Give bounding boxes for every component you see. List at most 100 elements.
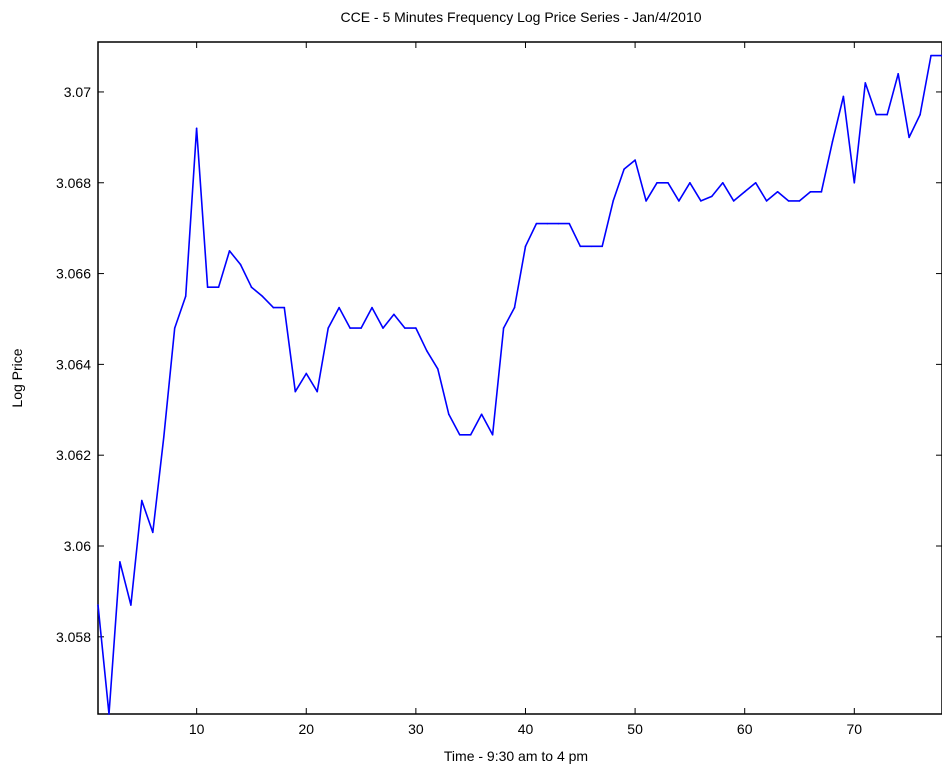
data-point — [141, 499, 143, 502]
data-point — [130, 604, 132, 606]
data-point — [513, 306, 516, 309]
data-point — [568, 222, 571, 225]
data-point — [897, 72, 899, 75]
data-point — [919, 113, 921, 116]
data-point — [721, 181, 724, 184]
series-line — [97, 54, 942, 715]
data-point — [502, 327, 505, 329]
data-point — [645, 200, 647, 202]
data-point — [272, 306, 275, 309]
data-point — [108, 713, 110, 715]
y-axis: 3.058 3.06 3.062 3.064 3.066 3.068 3.07 — [56, 84, 942, 645]
data-point — [579, 245, 582, 248]
data-point — [228, 250, 231, 252]
plot-area: 10 20 30 40 50 60 70 3.0583.063.0623.0643.0663… — [56, 41, 942, 737]
data-point — [765, 200, 768, 202]
y-tick-label: 3.068 — [56, 175, 91, 191]
data-point — [382, 327, 384, 329]
plot-frame — [97, 41, 942, 715]
data-point — [415, 327, 417, 329]
x-axis: 10 20 30 40 50 60 70 — [189, 42, 862, 737]
data-point — [809, 191, 812, 193]
y-tick-label: 3.064 — [56, 356, 91, 372]
data-point — [338, 306, 340, 309]
data-point — [930, 54, 932, 57]
data-point — [327, 327, 329, 329]
data-point — [469, 433, 472, 436]
data-point — [886, 113, 888, 116]
data-point — [195, 127, 198, 130]
data-point — [908, 136, 910, 139]
data-point — [776, 191, 779, 193]
data-point — [612, 200, 614, 202]
data-point — [787, 200, 790, 202]
data-point — [601, 245, 604, 248]
data-point — [152, 531, 154, 534]
data-point — [700, 200, 702, 202]
x-tick-label: 20 — [298, 721, 314, 737]
data-point — [480, 413, 483, 416]
data-point — [404, 327, 406, 329]
x-axis-label: Time - 9:30 am to 4 pm — [444, 748, 588, 764]
data-point — [656, 181, 658, 184]
data-point — [732, 200, 735, 202]
data-point — [853, 181, 856, 184]
data-point — [535, 222, 538, 225]
y-tick-label: 3.066 — [56, 266, 91, 282]
x-tick-label: 60 — [737, 721, 753, 737]
data-point — [678, 200, 680, 202]
y-tick-label: 3.058 — [56, 629, 91, 645]
data-point — [371, 306, 373, 309]
data-point — [360, 327, 362, 329]
data-point — [436, 368, 439, 370]
data-point — [447, 413, 450, 416]
data-point — [393, 313, 395, 316]
y-tick-label: 3.06 — [64, 538, 91, 554]
data-point — [261, 295, 264, 298]
data-point — [667, 181, 669, 184]
data-point — [634, 159, 636, 161]
data-point — [217, 286, 220, 288]
data-point — [546, 222, 549, 225]
data-point — [557, 222, 560, 225]
data-point — [831, 141, 834, 143]
data-point — [283, 306, 286, 309]
data-point — [875, 113, 878, 116]
data-point — [97, 604, 99, 606]
data-point — [316, 390, 319, 393]
data-point — [864, 82, 867, 84]
data-point — [162, 436, 165, 438]
data-point — [590, 245, 593, 248]
data-point — [206, 286, 209, 288]
data-point — [623, 168, 625, 170]
data-point — [305, 372, 308, 375]
chart-title: CCE - 5 Minutes Frequency Log Price Seri… — [340, 9, 701, 25]
y-tick-label: 3.062 — [56, 447, 91, 463]
x-tick-label: 40 — [518, 721, 534, 737]
data-point — [239, 263, 242, 266]
data-point — [491, 433, 494, 436]
data-point — [754, 181, 757, 184]
data-point — [349, 327, 351, 329]
data-point — [119, 561, 121, 563]
data-point — [426, 349, 428, 352]
x-tick-label: 30 — [408, 721, 424, 737]
data-point — [294, 390, 297, 393]
x-tick-label: 70 — [847, 721, 863, 737]
x-tick-label: 10 — [189, 721, 205, 737]
x-tick-label: 50 — [627, 721, 643, 737]
data-point — [820, 191, 823, 193]
data-point — [458, 433, 461, 436]
data-point — [173, 327, 176, 329]
data-point — [798, 200, 801, 202]
data-point — [743, 191, 746, 193]
data-point — [689, 181, 691, 184]
data-point — [842, 95, 845, 98]
y-axis-label: Log Price — [9, 348, 25, 407]
data-point — [524, 245, 527, 248]
data-point — [711, 195, 713, 198]
data-point — [250, 286, 253, 288]
data-point — [184, 295, 187, 298]
y-tick-label: 3.07 — [64, 84, 91, 100]
